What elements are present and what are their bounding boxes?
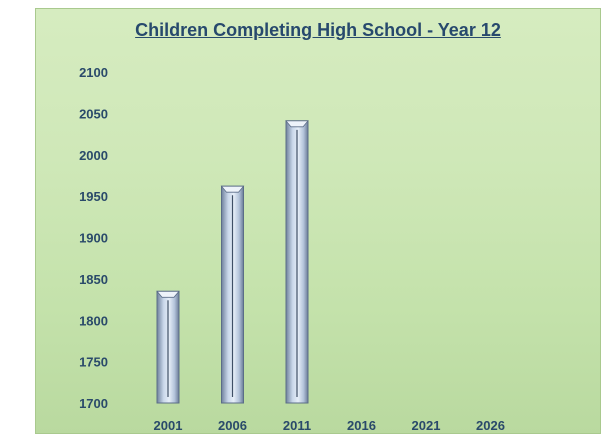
y-tick-label-1900: 1900 bbox=[79, 231, 108, 246]
x-tick-label-2006: 2006 bbox=[218, 418, 247, 433]
bars-group bbox=[156, 120, 309, 404]
bar-2011 bbox=[285, 120, 309, 404]
y-tick-label-2050: 2050 bbox=[79, 106, 108, 121]
x-tick-label-2026: 2026 bbox=[476, 418, 505, 433]
y-tick-label-1750: 1750 bbox=[79, 355, 108, 370]
y-tick-label-1850: 1850 bbox=[79, 272, 108, 287]
bar-2006 bbox=[220, 185, 245, 404]
y-tick-label-2100: 2100 bbox=[79, 65, 108, 80]
y-tick-label-1700: 1700 bbox=[79, 396, 108, 411]
x-axis-tick-labels: 2001 2006 2011 2016 2021 2026 bbox=[154, 418, 505, 433]
bar-chart: 1700 1750 1800 1850 1900 1950 2000 2050 2100 200… bbox=[79, 65, 505, 433]
x-tick-label-2001: 2001 bbox=[154, 418, 183, 433]
x-tick-label-2021: 2021 bbox=[412, 418, 441, 433]
chart-title: Children Completing High School - Year 1… bbox=[135, 20, 501, 40]
y-axis-tick-labels: 1700 1750 1800 1850 1900 1950 2000 2050 2100 bbox=[79, 65, 108, 411]
y-tick-label-1800: 1800 bbox=[79, 313, 108, 328]
x-tick-label-2011: 2011 bbox=[283, 418, 311, 433]
y-tick-label-2000: 2000 bbox=[79, 148, 108, 163]
y-tick-label-1950: 1950 bbox=[79, 189, 108, 204]
bar-2001 bbox=[156, 290, 180, 404]
x-tick-label-2016: 2016 bbox=[347, 418, 376, 433]
chart-frame: Children Completing High School - Year 1… bbox=[35, 8, 601, 434]
